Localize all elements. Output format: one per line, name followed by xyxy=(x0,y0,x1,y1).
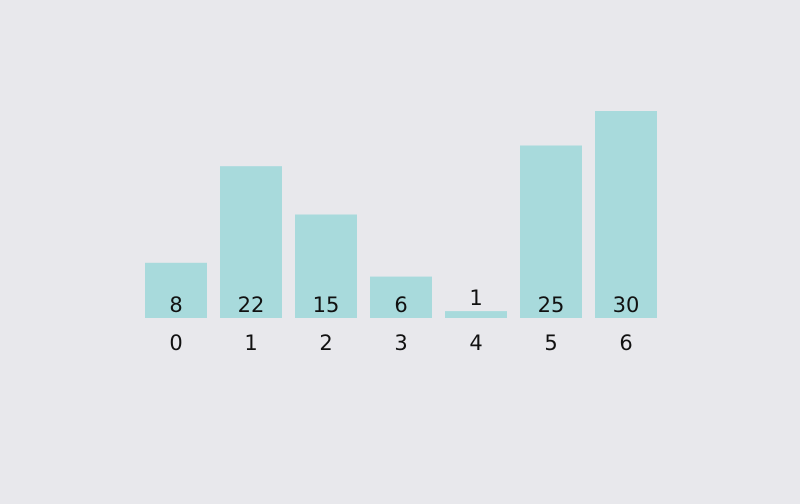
bars-group xyxy=(145,111,657,318)
bar-1 xyxy=(220,166,282,318)
value-label-5: 25 xyxy=(538,293,565,317)
bar-0 xyxy=(145,262,207,318)
bar-3 xyxy=(370,276,432,318)
x-tick-labels-group: 0 1 2 3 4 5 6 xyxy=(169,331,632,355)
value-label-6: 30 xyxy=(613,293,640,317)
bar-4 xyxy=(445,311,507,318)
value-label-3: 6 xyxy=(394,293,407,317)
bar-6 xyxy=(595,111,657,318)
value-label-1: 22 xyxy=(238,293,265,317)
x-tick-label-2: 2 xyxy=(319,331,332,355)
bar-5 xyxy=(520,145,582,318)
x-tick-label-1: 1 xyxy=(244,331,257,355)
x-tick-label-5: 5 xyxy=(544,331,557,355)
x-tick-label-4: 4 xyxy=(469,331,482,355)
value-label-0: 8 xyxy=(169,293,182,317)
x-tick-label-3: 3 xyxy=(394,331,407,355)
bar-2 xyxy=(295,214,357,318)
value-label-4: 1 xyxy=(469,286,482,310)
x-tick-label-6: 6 xyxy=(619,331,632,355)
x-tick-label-0: 0 xyxy=(169,331,182,355)
value-label-2: 15 xyxy=(313,293,340,317)
value-labels-group: 8 22 15 6 1 25 30 xyxy=(169,286,639,317)
